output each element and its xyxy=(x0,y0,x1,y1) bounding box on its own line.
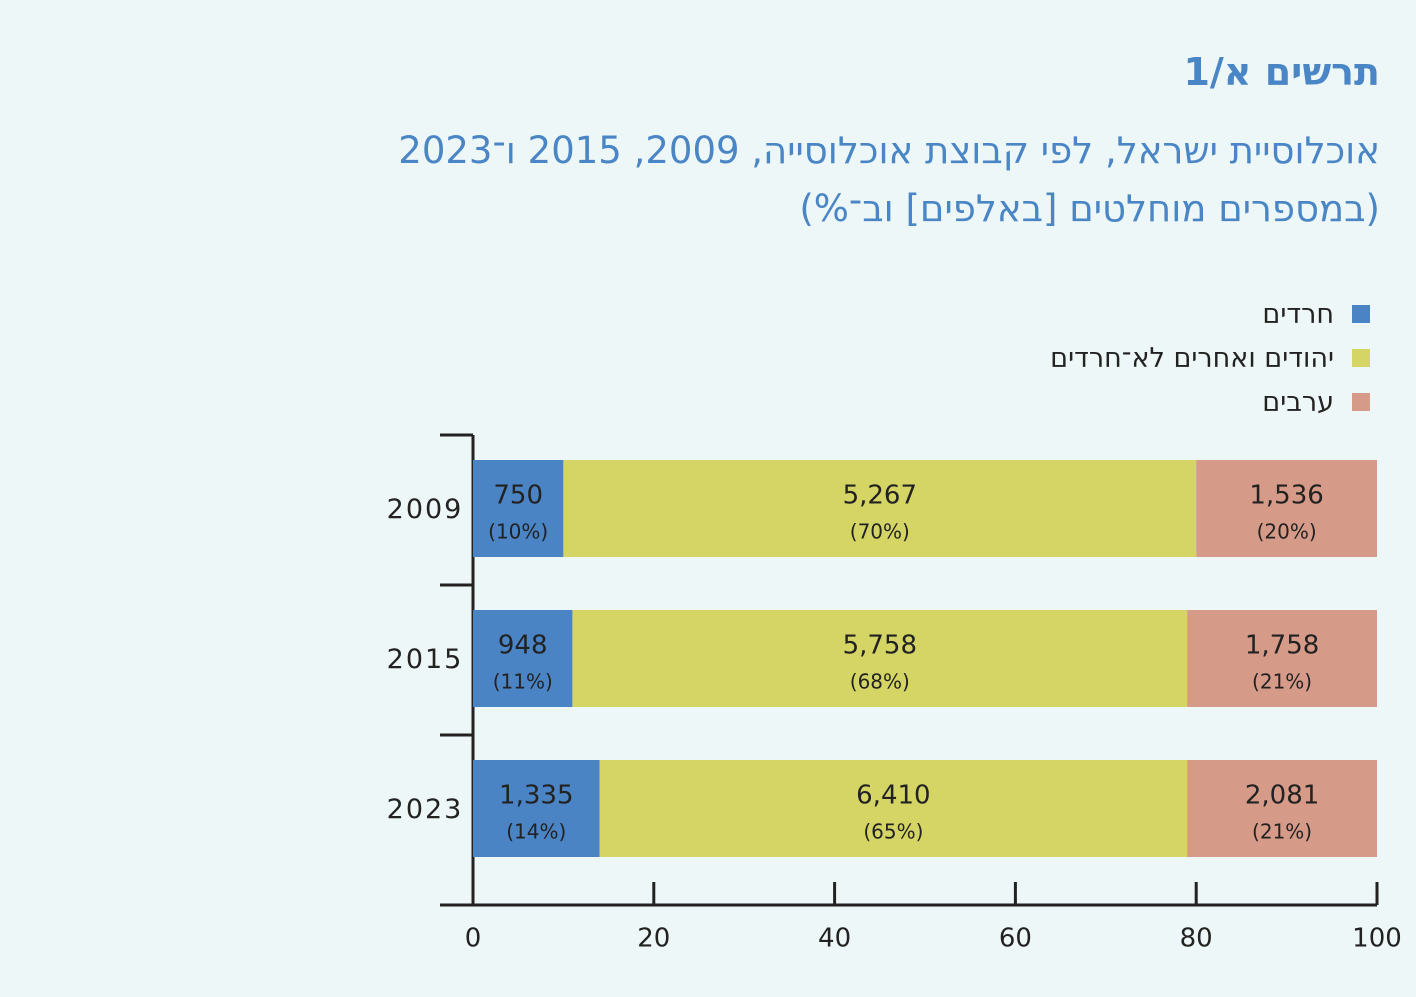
legend-swatch xyxy=(1352,305,1370,323)
x-tick-label: 20 xyxy=(637,924,670,954)
percent-label: (20%) xyxy=(1257,520,1317,544)
legend-label: ערבים xyxy=(1262,386,1334,418)
count-label: 1,758 xyxy=(1245,631,1319,661)
percent-label: (70%) xyxy=(850,520,910,544)
legend-item: ערבים xyxy=(1050,380,1370,424)
bar-segment xyxy=(473,760,600,857)
legend-swatch xyxy=(1352,349,1370,367)
x-tick-label: 0 xyxy=(465,924,482,954)
bar-segment xyxy=(473,610,573,707)
percent-label: (65%) xyxy=(863,820,923,844)
subtitle-line: (במספרים מוחלטים [באלפים] וב־%) xyxy=(799,187,1380,230)
percent-label: (21%) xyxy=(1252,670,1312,694)
count-label: 948 xyxy=(498,631,548,661)
percent-label: (14%) xyxy=(506,820,566,844)
percent-label: (11%) xyxy=(493,670,553,694)
x-tick-label: 100 xyxy=(1352,924,1402,954)
legend-swatch xyxy=(1352,393,1370,411)
x-tick-label: 60 xyxy=(999,924,1032,954)
y-tick-label: 2009 xyxy=(387,494,464,525)
count-label: 5,758 xyxy=(843,631,917,661)
count-label: 1,536 xyxy=(1249,481,1323,511)
percent-label: (68%) xyxy=(850,670,910,694)
count-label: 5,267 xyxy=(843,481,917,511)
count-label: 750 xyxy=(493,481,543,511)
legend-item: חרדים xyxy=(1050,292,1370,336)
count-label: 6,410 xyxy=(856,781,930,811)
y-tick-label: 2015 xyxy=(387,644,464,675)
x-tick-label: 40 xyxy=(818,924,851,954)
percent-label: (10%) xyxy=(488,520,548,544)
percent-label: (21%) xyxy=(1252,820,1312,844)
legend-item: יהודים ואחרים לא־חרדים xyxy=(1050,336,1370,380)
count-label: 2,081 xyxy=(1245,781,1319,811)
legend-label: חרדים xyxy=(1262,298,1334,330)
bar-segment xyxy=(1187,610,1377,707)
chart-subtitle: אוכלוסיית ישראל, לפי קבוצת אוכלוסייה, 20… xyxy=(230,122,1380,238)
bar-segment xyxy=(1187,760,1377,857)
count-label: 1,335 xyxy=(499,781,573,811)
bar-segment xyxy=(563,460,1197,557)
bar-segment xyxy=(1196,460,1377,557)
legend-label: יהודים ואחרים לא־חרדים xyxy=(1050,342,1334,374)
subtitle-line: אוכלוסיית ישראל, לפי קבוצת אוכלוסייה, 20… xyxy=(398,129,1380,172)
bar-segment xyxy=(473,460,564,557)
legend: חרדים יהודים ואחרים לא־חרדים ערבים xyxy=(1050,292,1370,424)
x-tick-label: 80 xyxy=(1180,924,1213,954)
bar-segment xyxy=(599,760,1188,857)
bar-segment xyxy=(572,610,1188,707)
y-tick-label: 2023 xyxy=(387,794,464,825)
chart-title: תרשים א/1 xyxy=(1183,50,1380,94)
